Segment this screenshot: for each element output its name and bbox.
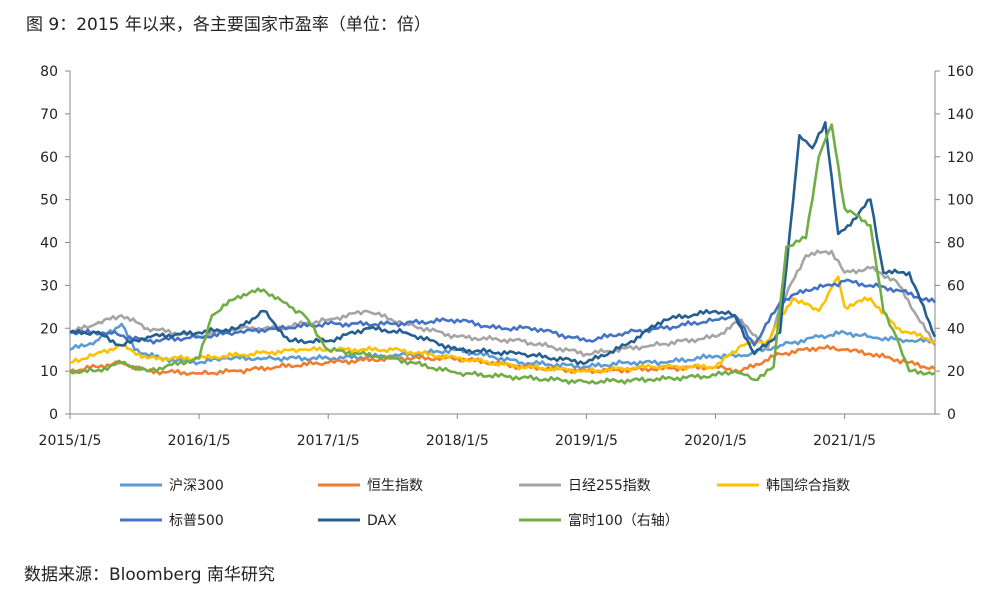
y-left-tick-label: 80 [40,64,58,80]
data-source: 数据来源：Bloomberg 南华研究 [24,565,275,585]
x-tick-label: 2019/1/5 [555,433,618,449]
legend-label-6: 富时100（右轴） [568,512,679,529]
y-right-tick-label: 0 [947,407,956,423]
y-right-tick-label: 140 [947,107,974,123]
series-line-4 [69,278,937,347]
y-right-tick-label: 20 [947,364,965,380]
y-left-tick-label: 0 [49,407,58,423]
y-left-tick-label: 10 [40,364,58,380]
x-tick-label: 2015/1/5 [39,433,102,449]
legend-label-0: 沪深300 [169,478,224,494]
x-tick-label: 2020/1/5 [684,433,747,449]
y-left-tick-label: 70 [40,107,58,123]
y-right-tick-label: 40 [947,321,965,337]
y-right-tick-label: 80 [947,236,965,252]
y-left-tick-label: 50 [40,193,58,209]
series-line-5 [69,121,937,366]
legend-label-3: 韩国综合指数 [766,478,850,494]
y-right-tick-label: 160 [947,64,974,80]
y-right-tick-label: 100 [947,193,974,209]
series-line-3 [69,275,936,375]
y-left-tick-label: 60 [40,150,58,166]
y-left-tick-label: 30 [40,278,58,294]
y-left-tick-label: 40 [40,236,58,252]
axes-group: 0 10 20 30 40 50 60 70 80 0 20 40 60 80 100 120 140 160 20… [39,64,974,449]
x-tick-label: 2018/1/5 [426,433,489,449]
y-left-tick-label: 20 [40,321,58,337]
chart-title: 图 9：2015 年以来，各主要国家市盈率（单位：倍） [26,15,431,35]
y-right-tick-label: 120 [947,150,974,166]
x-tick-label: 2021/1/5 [813,433,876,449]
series-lines [69,121,937,385]
x-tick-label: 2017/1/5 [297,433,360,449]
legend-label-1: 恒生指数 [367,478,423,494]
legend-label-4: 标普500 [169,513,224,529]
x-tick-label: 2016/1/5 [168,433,231,449]
series-line-6 [69,123,936,385]
legend-label-2: 日经255指数 [568,478,651,494]
y-right-tick-label: 60 [947,278,965,294]
legend-label-5: DAX [367,513,397,529]
